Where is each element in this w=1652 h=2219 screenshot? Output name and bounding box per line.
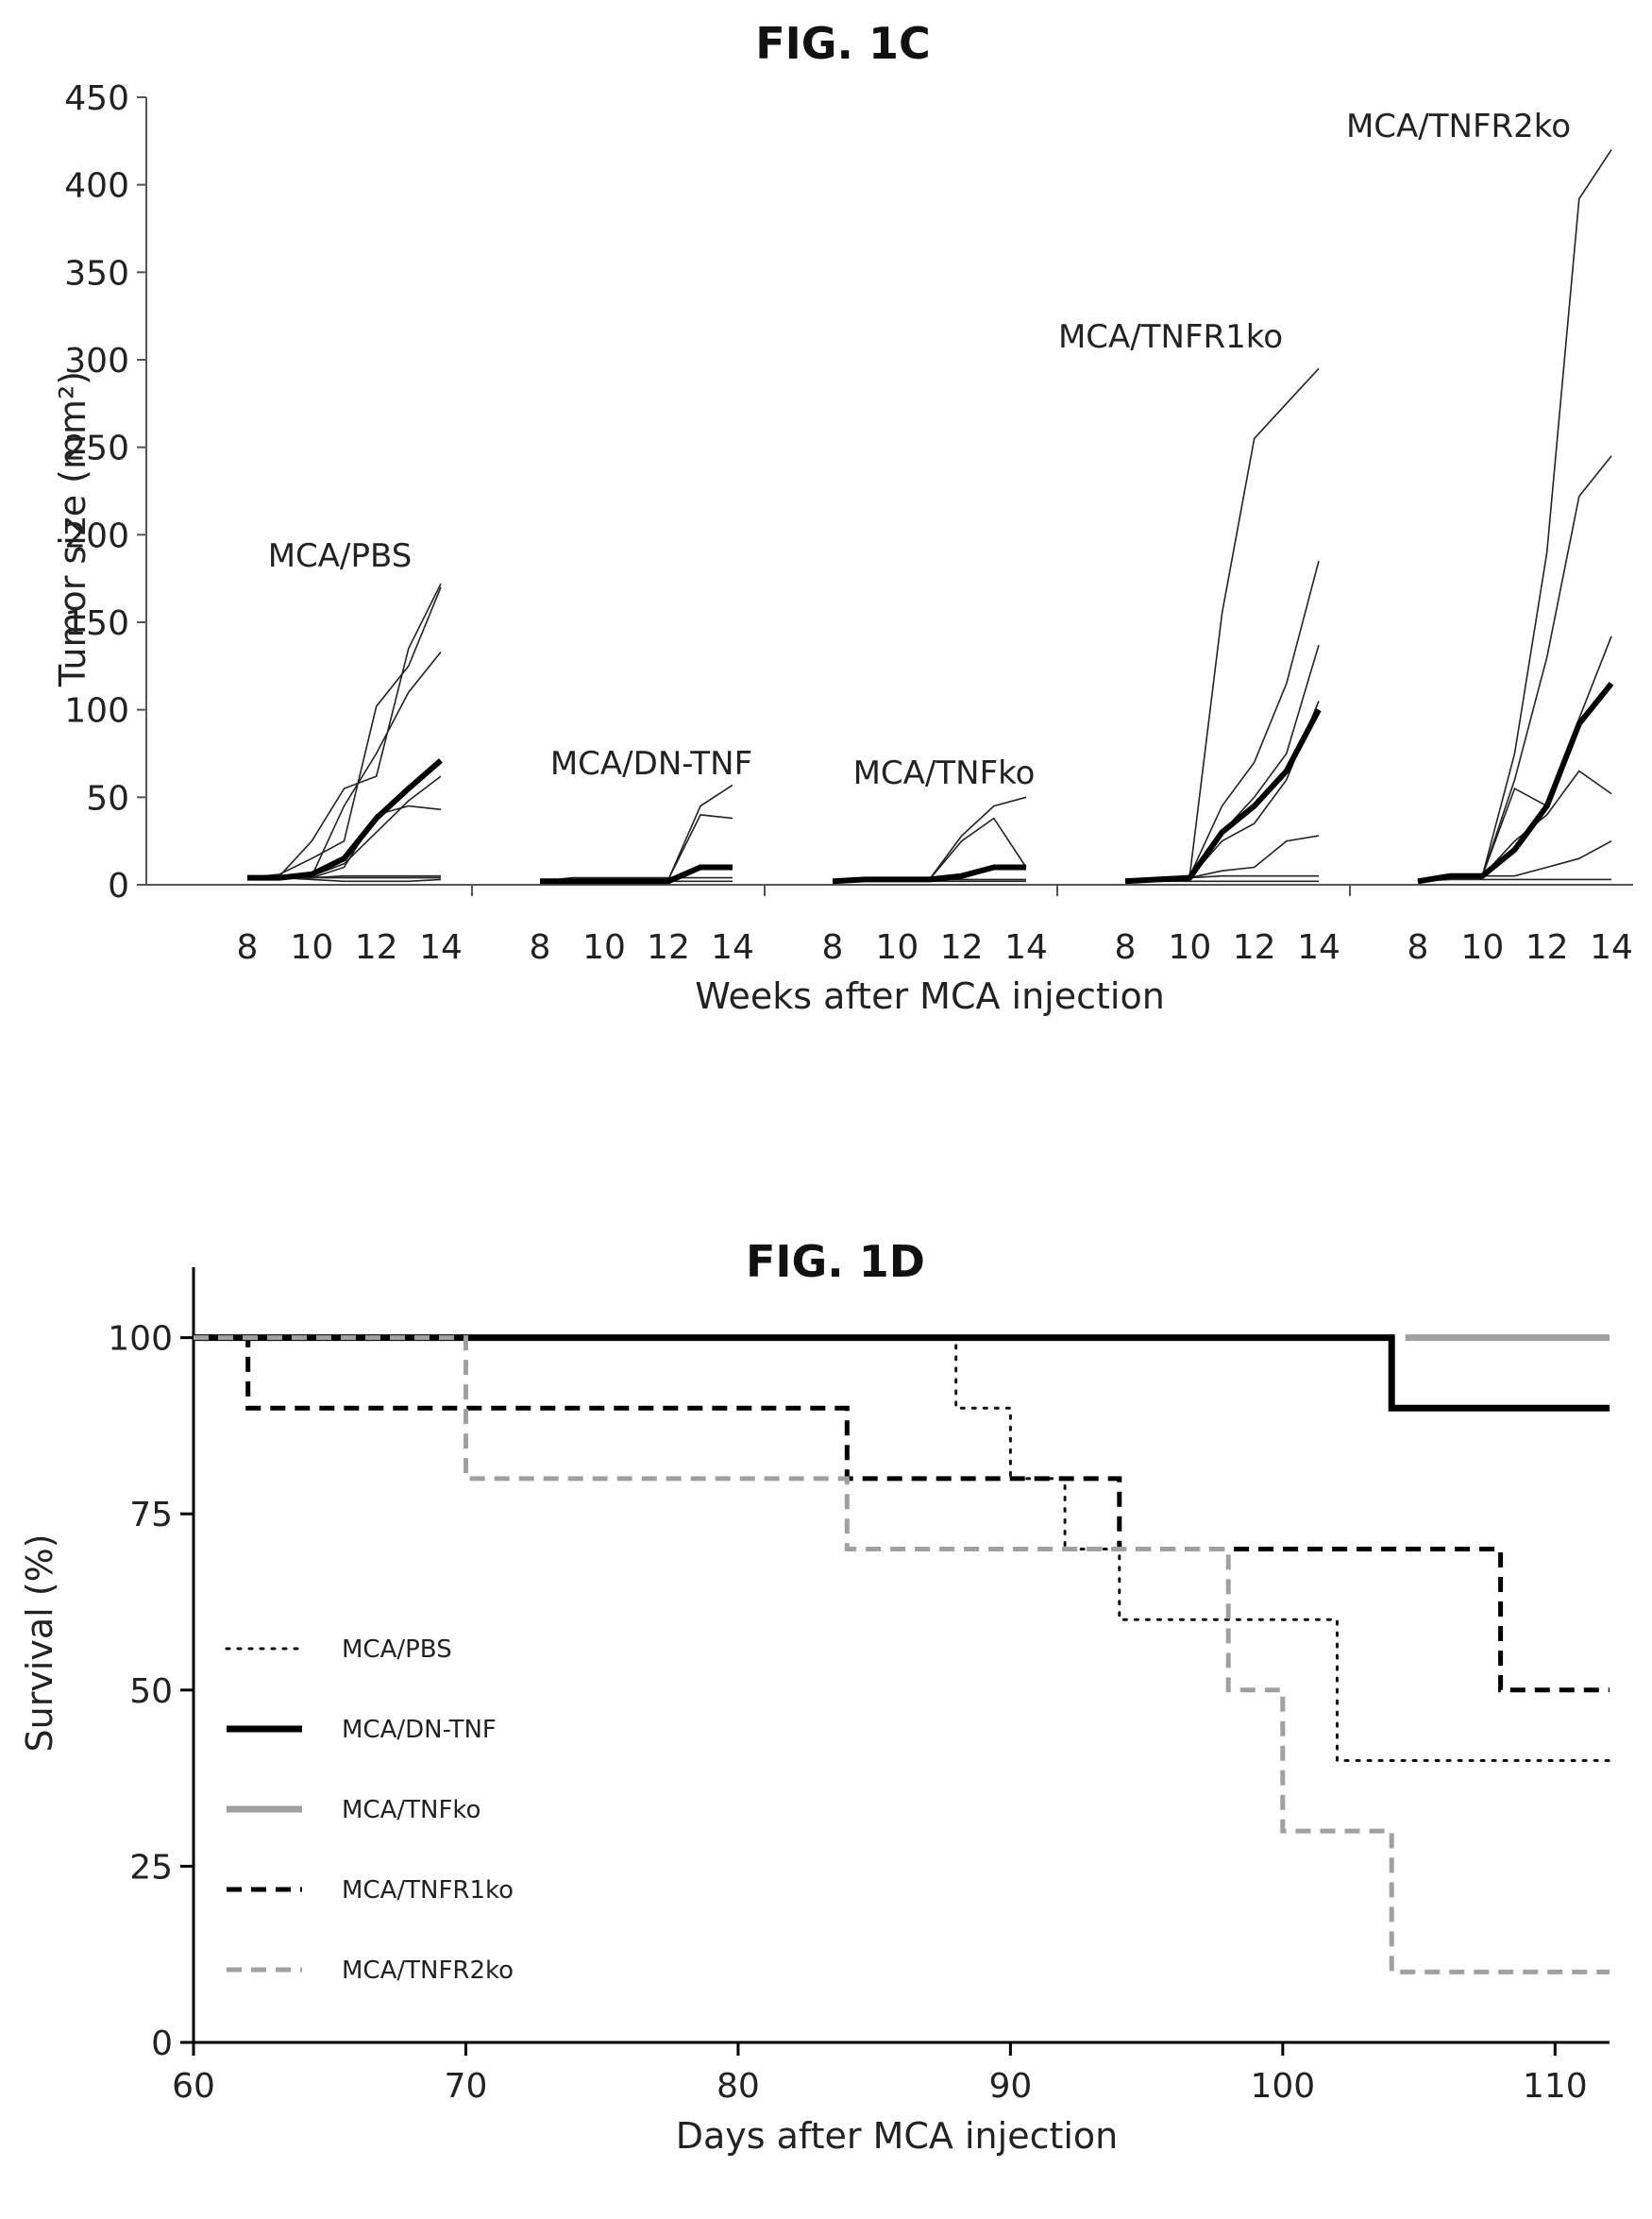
fig-1d-axes: 0 25 50 75 100 60 70 80 90 100 110: [108, 1267, 1610, 2106]
fig-1d-series-line: [192, 1336, 1611, 1762]
fig-1c-y-tick-label: 200: [64, 517, 129, 555]
fig-1c-x-tick-label: 12: [940, 928, 984, 967]
fig-1d-legend-label: MCA/TNFR1ko: [342, 1876, 514, 1905]
fig-1c-individual-line: [539, 876, 733, 883]
fig-1c-group-labels: MCA/PBS MCA/DN-TNF MCA/TNFko MCA/TNFR1ko MCA…: [268, 108, 1571, 792]
fig-1d-y-tick-label: 50: [129, 1672, 173, 1711]
fig-1d-y-tick-label: 25: [129, 1848, 173, 1887]
fig-1c-x-tick-label: 12: [1233, 928, 1276, 967]
fig-1c-x-tick-label: 8: [237, 928, 259, 967]
fig-1c-individual-line: [246, 586, 442, 879]
fig-1c-y-axis-label: Tumor size (mm²): [52, 371, 93, 687]
fig-1d-x-tick-label: 80: [716, 2067, 760, 2106]
fig-1c-y-tick-label: 400: [64, 167, 129, 206]
fig-1c-y-tick-label: 150: [64, 604, 129, 643]
fig-1c-individual-line: [246, 583, 442, 879]
fig-1c-x-tick-label: 8: [530, 928, 551, 967]
fig-1c-individual-line: [1417, 635, 1612, 883]
fig-1d-y-tick-label: 0: [151, 2024, 173, 2063]
fig-1c-x-axis-label: Weeks after MCA injection: [695, 975, 1165, 1017]
fig-1d-title: FIG. 1D: [746, 1236, 925, 1287]
fig-1c-x-tick-label: 10: [1460, 928, 1504, 967]
fig-1c-y-tick-label: 0: [108, 867, 129, 906]
fig-1c-individual-line: [1417, 770, 1612, 883]
fig-1c-x-tick-label: 10: [1168, 928, 1211, 967]
fig-1d-x-tick-label: 90: [988, 2067, 1032, 2106]
fig-1d-x-tick-label: 60: [172, 2067, 215, 2106]
fig-1d-legend-label: MCA/DN-TNF: [342, 1716, 497, 1744]
fig-1d-legend: MCA/PBS MCA/DN-TNF MCA/TNFko MCA/TNFR1ko MCA…: [225, 1635, 514, 1985]
fig-1c-lines: [246, 149, 1614, 885]
fig-1c-group-label: MCA/DN-TNF: [550, 745, 752, 783]
fig-1c-individual-line: [1417, 149, 1612, 883]
fig-1d-y-tick-label: 75: [129, 1496, 173, 1534]
fig-1c-individual-line: [247, 775, 442, 879]
fig-1c-y-tick-label: 350: [64, 254, 129, 293]
fig-1c-individual-line: [247, 651, 442, 879]
fig-1c-x-tick-label: 14: [419, 928, 463, 967]
fig-1c-mean-line: [1417, 682, 1614, 885]
fig-1c-y-tick-label: 250: [64, 430, 129, 468]
fig-1c-x-tick-label: 14: [1004, 928, 1048, 967]
fig-1c-x-tick-label: 14: [1297, 928, 1340, 967]
fig-1c-y-tick-label: 100: [64, 692, 129, 731]
fig-1c-group-label: MCA/TNFko: [853, 754, 1036, 792]
fig-1c-x-tick-label: 12: [355, 928, 398, 967]
fig-1d-y-axis-label: Survival (%): [19, 1533, 60, 1752]
fig-1c-group-label: MCA/TNFR2ko: [1346, 108, 1571, 145]
fig-1c-mean-line: [540, 864, 733, 885]
fig-1c-y-tick-label: 300: [64, 342, 129, 381]
fig-1c-x-tick-label: 14: [711, 928, 754, 967]
fig-1d-legend-label: MCA/PBS: [342, 1635, 452, 1664]
fig-1c-x-tick-label: 10: [582, 928, 626, 967]
fig-1d-legend-label: MCA/TNFR2ko: [342, 1956, 514, 1985]
fig-1d-x-tick-label: 110: [1523, 2067, 1588, 2106]
fig-1d-y-tick-label: 100: [108, 1320, 173, 1359]
fig-1c-x-tick-label: 10: [290, 928, 333, 967]
fig-1c-axes: 0 50 100 150 200 250 300 350 400 450 8 10 12 14 8 10 12 1…: [64, 79, 1633, 967]
fig-1c-mean-line: [247, 758, 443, 881]
fig-1c-x-tick-label: 8: [822, 928, 844, 967]
fig-1d-lines: [192, 1334, 1611, 1974]
fig-1d-x-tick-label: 70: [445, 2067, 488, 2106]
fig-1c-x-tick-label: 10: [875, 928, 919, 967]
fig-1d-legend-label: MCA/TNFko: [342, 1796, 480, 1824]
fig-1c-x-tick-label: 8: [1408, 928, 1429, 967]
fig-1c-mean-line: [1124, 708, 1322, 885]
fig-1c-y-tick-label: 450: [64, 79, 129, 118]
fig-1c-individual-line: [1124, 701, 1320, 883]
fig-1c-individual-line: [1417, 878, 1611, 883]
fig-1c-x-tick-label: 8: [1115, 928, 1137, 967]
fig-1c-y-tick-label: 50: [86, 779, 129, 818]
fig-1d-x-axis-label: Days after MCA injection: [676, 2115, 1119, 2157]
fig-1c-individual-line: [540, 814, 733, 883]
fig-1c-title: FIG. 1C: [755, 18, 931, 69]
fig-1d-series-line: [194, 1334, 1610, 1412]
fig-1c-mean-line: [832, 864, 1026, 885]
fig-1c-group-label: MCA/PBS: [268, 537, 413, 575]
fig-1c-x-tick-label: 12: [1526, 928, 1569, 967]
fig-1d-x-tick-label: 100: [1250, 2067, 1315, 2106]
fig-1c-individual-line: [1417, 455, 1612, 883]
fig-1c-group-label: MCA/TNFR1ko: [1058, 318, 1283, 356]
fig-1c-x-tick-label: 14: [1590, 928, 1633, 967]
fig-1c-individual-line: [1124, 367, 1320, 883]
fig-1c-x-tick-label: 12: [647, 928, 690, 967]
fig-1c-individual-line: [832, 817, 1027, 883]
fig-1c-individual-line: [1124, 835, 1320, 883]
